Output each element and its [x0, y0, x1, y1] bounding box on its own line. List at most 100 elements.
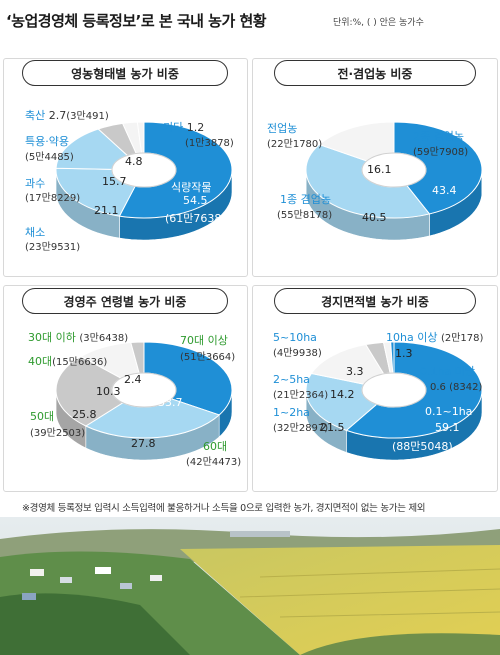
label-livestock: 축산 2.7(3만491): [25, 109, 109, 122]
slice-name: 50대: [30, 410, 55, 423]
greenhouse: [230, 531, 290, 537]
slice-value: 2.7: [48, 109, 67, 122]
slice-count: 1만3878: [188, 138, 230, 149]
label-area-under01-value: 0.6 (8342): [430, 382, 483, 393]
label-vegetable: 채소: [25, 226, 45, 239]
value-age-30: 2.4: [124, 373, 142, 386]
slice-count: 51만3664: [183, 352, 232, 363]
slice-count: 2만178: [444, 333, 480, 344]
slice-count: 21만2364: [276, 390, 325, 401]
house: [60, 577, 72, 583]
slice-count: 39만2503: [33, 428, 82, 439]
donut-area: [305, 341, 483, 461]
donut-center-hole: [111, 372, 177, 408]
slice-count: 32만2897: [276, 423, 325, 434]
slice-name: 60대: [203, 440, 228, 453]
foreground-field: [300, 633, 500, 655]
value-fulltime: 16.1: [367, 163, 392, 176]
donut-fulltime: [305, 121, 483, 241]
label-area-10plus: 10ha 이상 (2만178): [386, 331, 484, 344]
label-area-1to2: 1~2ha: [273, 406, 310, 419]
slice-count: 55만8178: [280, 210, 329, 221]
foreground-trees: [0, 593, 190, 655]
slice-name: 2~5ha: [273, 373, 310, 386]
label-special-crops: 특용·약용: [25, 135, 69, 148]
slice-count: 59만7908: [416, 147, 465, 158]
slice-name: 30대 이하: [28, 331, 76, 344]
count-area-01to1: (88만5048): [392, 440, 453, 453]
chart-title-fulltime: 전·겸업농 비중: [274, 60, 476, 86]
label-age-40: 40대(15만6636): [28, 355, 108, 368]
value-age-50: 25.8: [72, 408, 97, 421]
slice-name: 기타: [163, 121, 184, 134]
count-food-crops: (61만7638): [165, 212, 226, 225]
label-type2-count: (59만7908): [413, 147, 469, 158]
panel-area: [252, 285, 498, 492]
value-area-10plus: 1.3: [395, 347, 413, 360]
slice-count: 3만6438: [83, 333, 125, 344]
slice-count: 4만9938: [276, 348, 318, 359]
chart-title-age: 경영주 연령별 농가 비중: [22, 288, 228, 314]
slice-name: 5~10ha: [273, 331, 317, 344]
house: [30, 569, 44, 576]
slice-count: 42만4473: [189, 457, 238, 468]
slice-name: 특용·약용: [25, 135, 69, 148]
label-area-2to5: 2~5ha: [273, 373, 310, 386]
label-age-60: 60대: [203, 440, 227, 453]
slice-name: 40대: [28, 355, 53, 368]
label-area-5to10: 5~10ha: [273, 331, 317, 344]
donut-center-hole: [361, 152, 427, 188]
value-area-01to1: 59.1: [435, 421, 460, 434]
slice-count: 3만491: [70, 111, 105, 122]
label-area-01to1: 0.1~1ha: [425, 405, 473, 418]
label-etc: 기타 1.2: [163, 121, 204, 134]
rice-field: [180, 545, 500, 655]
label-type1-count: (55만8178): [277, 210, 333, 221]
value-food-crops: 54.5: [183, 194, 208, 207]
house: [120, 583, 132, 589]
label-fruit-count: (17만8229): [25, 193, 81, 204]
slice-count: 22만1780: [270, 139, 319, 150]
label-type1: 1종 겸업농: [280, 193, 331, 206]
label-area-5to10-count: (4만9938): [273, 348, 322, 359]
label-age-60-count: (42만4473): [186, 457, 242, 468]
slice-name: 1종 겸업농: [280, 193, 331, 206]
donut-center-hole: [111, 152, 177, 188]
slice-count: 17만8229: [28, 193, 77, 204]
label-area-2to5-count: (21만2364): [273, 390, 329, 401]
house: [22, 593, 36, 600]
slice-name: 10ha 이상: [386, 331, 438, 344]
label-type2: 2종 겸업농: [413, 130, 464, 143]
value-age-60: 27.8: [131, 437, 156, 450]
value-fruit: 15.7: [102, 175, 127, 188]
chart-title-farm-type: 영농형태별 농가 비중: [22, 60, 228, 86]
label-age-50: 50대: [30, 410, 54, 423]
label-fulltime: 전업농: [267, 122, 297, 135]
page-title: ‘농업경영체 등록정보’로 본 국내 농가 현황: [6, 12, 267, 30]
label-area-1to2-count: (32만2897): [273, 423, 329, 434]
slice-count: 23만9531: [28, 242, 77, 253]
label-area-under01: 0.1ha 미만: [420, 365, 475, 378]
label-fulltime-count: (22만1780): [267, 139, 323, 150]
panel-age: [3, 285, 248, 492]
panel-fulltime: [252, 58, 498, 277]
slice-name: 2종 겸업농: [413, 130, 464, 143]
label-vegetable-count: (23만9531): [25, 242, 81, 253]
value-type1: 40.5: [362, 211, 387, 224]
label-age-70-count: (51만3664): [180, 352, 236, 363]
slice-name: 채소: [25, 226, 46, 239]
value-special: 4.8: [125, 155, 143, 168]
donut-farm-type: [55, 121, 233, 241]
value-age-40: 10.3: [96, 385, 121, 398]
slice-value: 0.6: [430, 382, 446, 393]
house: [150, 575, 162, 581]
slice-count: 5만4485: [28, 152, 70, 163]
value-age-70: 33.7: [158, 396, 183, 409]
label-etc-count: (1만3878): [185, 138, 234, 149]
slice-value: 1.2: [186, 121, 205, 134]
unit-note: 단위:%, ( ) 안은 농가수: [333, 18, 424, 28]
value-vegetable: 21.1: [94, 204, 119, 217]
slice-name: 전업농: [267, 122, 298, 135]
field-lines: [239, 568, 500, 618]
